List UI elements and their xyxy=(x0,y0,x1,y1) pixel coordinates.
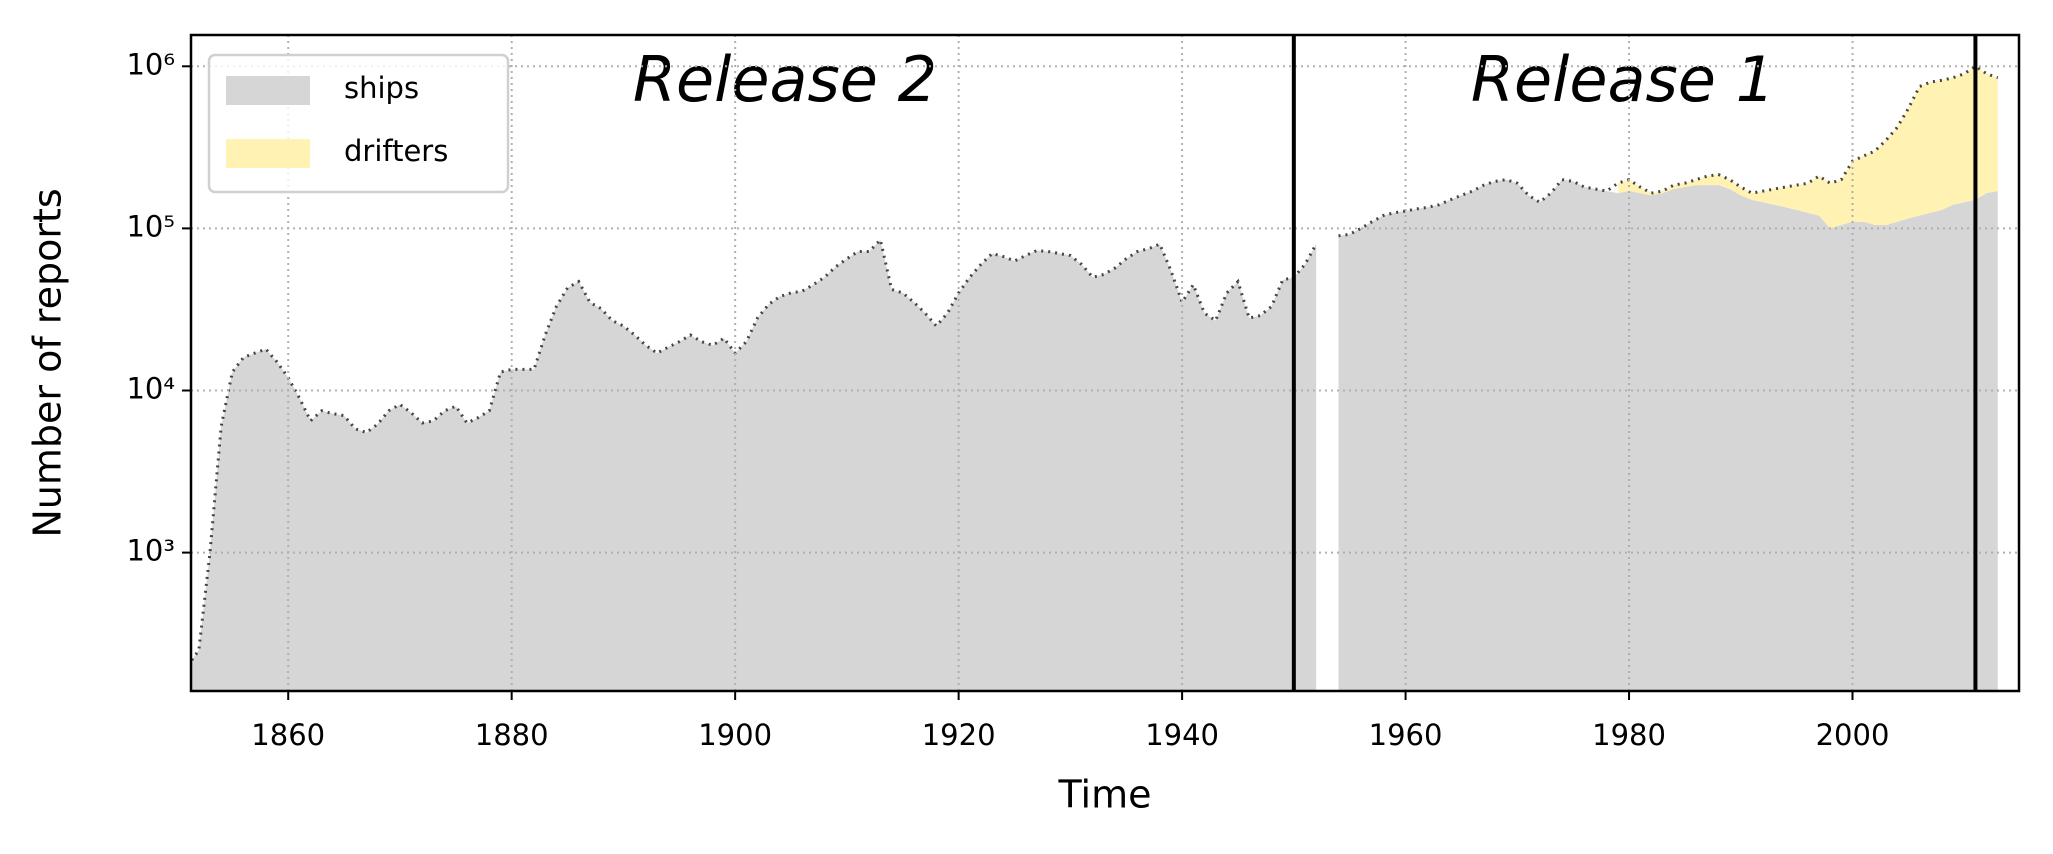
plot-area xyxy=(191,66,2020,691)
area xyxy=(191,179,1998,691)
legend-swatch xyxy=(226,139,310,168)
x-tick-label: 1900 xyxy=(698,718,772,752)
x-tick-label: 1980 xyxy=(1592,718,1666,752)
x-tick-label: 1880 xyxy=(475,718,549,752)
x-tick-label: 1940 xyxy=(1145,718,1219,752)
x-tick-label: 1920 xyxy=(922,718,996,752)
legend-swatch xyxy=(226,76,310,105)
y-tick-label: 10³ xyxy=(126,534,175,568)
y-tick-label: 10⁴ xyxy=(126,371,175,405)
plot-frame xyxy=(189,33,2021,693)
legend-label: drifters xyxy=(344,134,448,168)
legend-label: ships xyxy=(344,71,419,105)
x-tick-label: 2000 xyxy=(1816,718,1890,752)
annotation: Release 1 xyxy=(1471,43,1775,116)
annotation: Release 2 xyxy=(633,43,937,116)
area xyxy=(1617,66,1998,229)
y-axis-label: Number of reports xyxy=(26,188,70,537)
x-tick-label: 1860 xyxy=(251,718,325,752)
x-tick-label: 1960 xyxy=(1369,718,1443,752)
y-tick-label: 10⁶ xyxy=(126,47,175,81)
y-tick-label: 10⁵ xyxy=(126,209,175,243)
x-axis-label: Time xyxy=(1058,773,1152,817)
